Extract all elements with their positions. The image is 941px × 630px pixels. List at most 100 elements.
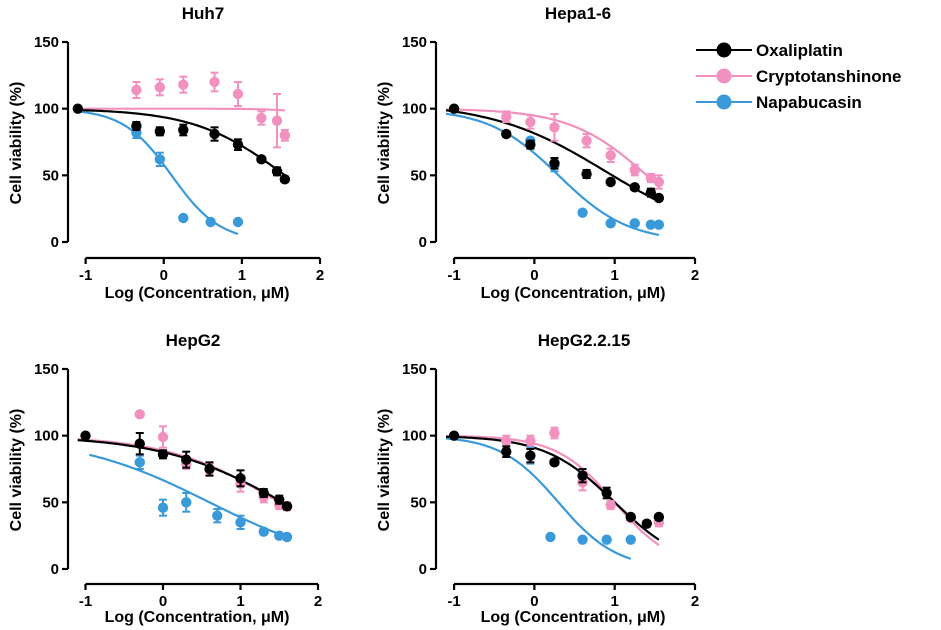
y-tick-label: 100 — [34, 428, 59, 445]
data-point-napabucasin — [645, 219, 657, 230]
data-point-oxaliplatin — [501, 128, 512, 140]
panel-hepg2-2-15: HepG2.2.15 Log (Concentration, μM) Cell … — [376, 331, 699, 626]
x-axis-label: Log (Concentration, μM) — [105, 285, 290, 302]
panel-hepg2: HepG2 Log (Concentration, μM) Cell viabi… — [8, 331, 322, 626]
data-point-oxaliplatin — [131, 120, 142, 132]
data-point-cryptotanshinone — [581, 135, 592, 146]
x-tick-label: 1 — [611, 593, 619, 610]
data-point-oxaliplatin — [281, 501, 293, 512]
x-tick-label: 0 — [159, 593, 167, 610]
y-axis-label: Cell viability (%) — [8, 82, 25, 205]
data-point-napabucasin — [134, 457, 145, 468]
data-point-cryptotanshinone — [157, 431, 169, 443]
data-point-cryptotanshinone — [605, 150, 616, 161]
x-tick-label: -1 — [79, 593, 92, 610]
data-point-oxaliplatin — [134, 438, 145, 449]
data-point-oxaliplatin — [204, 463, 215, 475]
y-tick-label: 0 — [51, 561, 59, 578]
data-point-oxaliplatin — [601, 487, 612, 499]
data-point-oxaliplatin — [549, 457, 560, 468]
x-tick-label: 2 — [691, 267, 699, 284]
x-tick-label: 2 — [314, 593, 322, 610]
data-point-cryptotanshinone — [271, 115, 283, 126]
data-point-napabucasin — [258, 526, 269, 537]
data-point-oxaliplatin — [605, 176, 616, 188]
x-tick-label: 2 — [691, 593, 699, 610]
y-axis-label: Cell viability (%) — [8, 409, 25, 532]
data-point-oxaliplatin — [448, 103, 460, 114]
data-point-napabucasin — [232, 216, 244, 228]
y-axis-label: Cell viability (%) — [376, 82, 393, 205]
legend-label-napabucasin: Napabucasin — [756, 93, 862, 112]
panel-title: Hepa1-6 — [545, 4, 611, 23]
legend: Oxaliplatin Cryptotanshinone Napabucasin — [696, 41, 901, 112]
y-tick-label: 50 — [42, 494, 59, 511]
data-point-oxaliplatin — [641, 518, 653, 529]
data-point-napabucasin — [212, 510, 223, 521]
y-tick-label: 100 — [34, 101, 59, 118]
data-point-oxaliplatin — [645, 187, 657, 198]
data-point-oxaliplatin — [525, 450, 536, 461]
data-point-oxaliplatin — [209, 128, 220, 140]
y-tick-label: 150 — [34, 34, 59, 51]
data-point-oxaliplatin — [181, 454, 192, 465]
data-point-cryptotanshinone — [525, 116, 536, 128]
data-point-cryptotanshinone — [501, 111, 512, 122]
x-tick-label: 1 — [238, 267, 246, 284]
y-tick-label: 150 — [402, 34, 427, 51]
fit-curve-napabucasin — [445, 437, 632, 560]
x-axis-label: Log (Concentration, μM) — [481, 609, 666, 626]
x-tick-label: -1 — [79, 267, 92, 284]
data-point-oxaliplatin — [279, 174, 291, 185]
y-tick-label: 100 — [402, 428, 427, 445]
y-axis-label: Cell viability (%) — [376, 409, 393, 532]
fit-curve-oxaliplatin — [77, 108, 286, 177]
x-axis-label: Log (Concentration, μM) — [105, 609, 290, 626]
data-point-oxaliplatin — [271, 166, 283, 177]
data-point-cryptotanshinone — [131, 84, 142, 96]
data-point-cryptotanshinone — [549, 427, 560, 439]
data-point-oxaliplatin — [581, 168, 592, 180]
fit-curve-napabucasin — [89, 453, 288, 539]
data-point-napabucasin — [274, 530, 285, 541]
data-point-oxaliplatin — [72, 103, 84, 114]
data-point-oxaliplatin — [178, 124, 189, 136]
fit-curve-oxaliplatin — [445, 435, 660, 541]
panel-title: HepG2.2.15 — [538, 331, 631, 350]
x-tick-label: 1 — [611, 267, 619, 284]
data-point-napabucasin — [577, 207, 588, 218]
fit-curve-cryptotanshinone — [77, 438, 288, 508]
data-point-oxaliplatin — [577, 470, 588, 481]
data-point-oxaliplatin — [625, 511, 636, 523]
data-point-oxaliplatin — [258, 487, 269, 499]
y-tick-label: 150 — [34, 361, 59, 378]
x-axis-label: Log (Concentration, μM) — [481, 285, 666, 302]
data-point-napabucasin — [653, 219, 665, 230]
data-point-napabucasin — [281, 531, 293, 543]
data-point-cryptotanshinone — [525, 435, 536, 447]
y-tick-label: 50 — [42, 167, 59, 184]
data-point-cryptotanshinone — [178, 79, 189, 90]
data-point-oxaliplatin — [653, 511, 665, 523]
panel-huh7: Huh7 Log (Concentration, μM) Cell viabil… — [8, 4, 324, 302]
data-point-oxaliplatin — [501, 446, 512, 457]
legend-label-oxaliplatin: Oxaliplatin — [756, 41, 843, 60]
y-tick-label: 0 — [419, 234, 427, 251]
fit-curve-cryptotanshinone — [445, 108, 660, 187]
fit-curve-cryptotanshinone — [77, 107, 285, 112]
data-point-cryptotanshinone — [232, 88, 244, 100]
data-point-cryptotanshinone — [279, 130, 291, 141]
data-point-oxaliplatin — [157, 449, 169, 460]
data-point-oxaliplatin — [235, 473, 246, 484]
data-point-napabucasin — [178, 212, 189, 224]
data-point-cryptotanshinone — [645, 172, 657, 184]
y-tick-label: 0 — [419, 561, 427, 578]
data-point-napabucasin — [577, 534, 588, 545]
data-point-napabucasin — [181, 497, 192, 508]
data-point-oxaliplatin — [525, 139, 536, 150]
data-point-oxaliplatin — [256, 154, 267, 165]
x-tick-label: 0 — [530, 267, 538, 284]
y-tick-label: 50 — [410, 494, 427, 511]
data-point-napabucasin — [605, 218, 616, 229]
